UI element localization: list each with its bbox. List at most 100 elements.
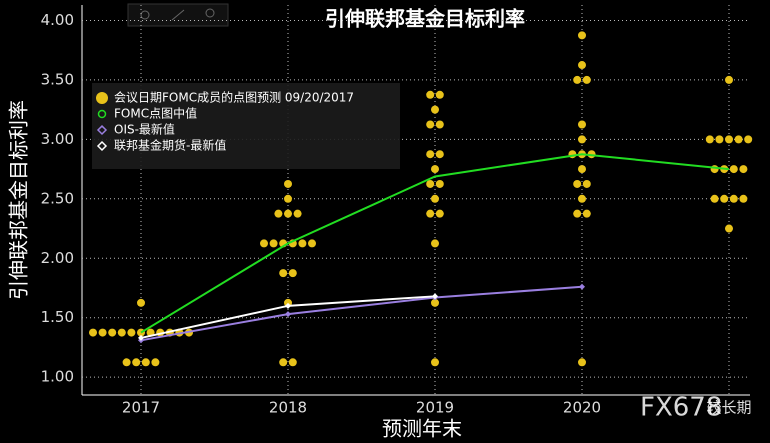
y-axis-label: 引伸联邦基金目标利率 — [7, 100, 31, 300]
dot — [137, 298, 145, 307]
y-tick-label: 3.50 — [41, 70, 74, 88]
x-tick-label: 2018 — [269, 399, 307, 417]
dot — [284, 179, 292, 188]
dot — [308, 239, 316, 248]
crosshair-icon[interactable] — [140, 10, 150, 20]
series-line — [140, 153, 730, 334]
dot — [725, 224, 733, 233]
x-axis-label: 预测年末 — [382, 417, 462, 441]
dot — [431, 239, 439, 248]
legend-label: 会议日期FOMC成员的点图预测 09/20/2017 — [114, 90, 354, 105]
dot — [98, 328, 107, 337]
legend-swatch — [96, 124, 108, 136]
chart-title: 引伸联邦基金目标利率 — [325, 7, 525, 31]
dot — [578, 135, 586, 144]
draw-icon[interactable] — [171, 9, 185, 21]
dot — [279, 358, 288, 367]
dot — [729, 165, 738, 174]
dot — [89, 328, 97, 337]
series-line — [140, 285, 583, 342]
dot — [288, 269, 297, 278]
dot — [739, 194, 748, 203]
x-tick-label: 2020 — [563, 399, 601, 417]
legend-box — [92, 83, 400, 169]
plot: 1.00 1.50 2.00 2.50 3.00 3.50 4.00 2017 2018 2019… — [41, 5, 753, 417]
legend-swatch — [97, 109, 107, 119]
dot — [582, 75, 591, 84]
x-tick-label: 2019 — [416, 399, 454, 417]
y-tick-label: 2.00 — [41, 249, 74, 267]
dot — [578, 120, 586, 129]
dot — [426, 120, 435, 129]
dot — [426, 209, 435, 218]
dot — [269, 239, 278, 248]
series-marker — [432, 293, 438, 300]
dot — [151, 358, 160, 367]
dot — [426, 179, 435, 188]
dot — [122, 358, 131, 367]
series-marker — [138, 334, 144, 341]
dot — [431, 194, 439, 203]
y-tick-label: 3.00 — [41, 130, 74, 148]
legend-swatch — [96, 140, 108, 152]
dot — [578, 194, 586, 203]
series-marker — [285, 302, 291, 309]
dot — [431, 298, 439, 307]
dot — [298, 239, 307, 248]
toolbar[interactable] — [127, 3, 229, 27]
dot — [284, 194, 292, 203]
legend-swatch — [96, 92, 108, 104]
dot — [720, 194, 729, 203]
dot — [274, 209, 283, 218]
dot — [426, 150, 435, 159]
dot — [288, 358, 297, 367]
dot — [705, 135, 714, 144]
y-tick-label: 4.00 — [41, 11, 74, 29]
series-marker — [579, 283, 585, 290]
series-marker — [285, 311, 291, 318]
legend-label: OIS-最新值 — [114, 122, 175, 137]
dot — [108, 328, 117, 337]
y-tick-label: 1.50 — [41, 308, 74, 326]
legend: 会议日期FOMC成员的点图预测 09/20/2017FOMC点图中值OIS-最新… — [96, 90, 354, 153]
dot — [725, 75, 733, 84]
dot — [132, 358, 141, 367]
dot — [578, 165, 586, 174]
legend-label: FOMC点图中值 — [114, 106, 197, 121]
dot — [582, 209, 591, 218]
legend-label: 联邦基金期货-最新值 — [114, 138, 226, 153]
y-tick-label: 2.50 — [41, 189, 74, 207]
dot — [578, 61, 586, 70]
dot — [739, 165, 748, 174]
dot — [582, 179, 591, 188]
dot — [578, 358, 586, 367]
dot — [435, 120, 444, 129]
dot — [573, 179, 582, 188]
x-tick-label: 较长期 — [706, 399, 751, 417]
dot — [435, 150, 444, 159]
dot — [260, 239, 268, 248]
dot — [725, 135, 733, 144]
dot — [729, 194, 738, 203]
dot — [744, 135, 753, 144]
dot — [710, 194, 719, 203]
zoom-icon[interactable] — [205, 8, 215, 18]
dot — [573, 75, 582, 84]
dot — [715, 135, 724, 144]
dot — [426, 90, 435, 99]
dot — [127, 328, 136, 337]
dot — [578, 31, 586, 40]
dot — [279, 269, 288, 278]
dot — [431, 165, 439, 174]
x-tick-label: 2017 — [122, 399, 160, 417]
dot — [734, 135, 743, 144]
y-tick-label: 1.00 — [41, 368, 74, 386]
dot — [710, 165, 719, 174]
dot — [435, 90, 444, 99]
dot — [573, 209, 582, 218]
watermark: FX678 — [640, 393, 722, 423]
dot — [284, 209, 292, 218]
dot — [141, 358, 150, 367]
